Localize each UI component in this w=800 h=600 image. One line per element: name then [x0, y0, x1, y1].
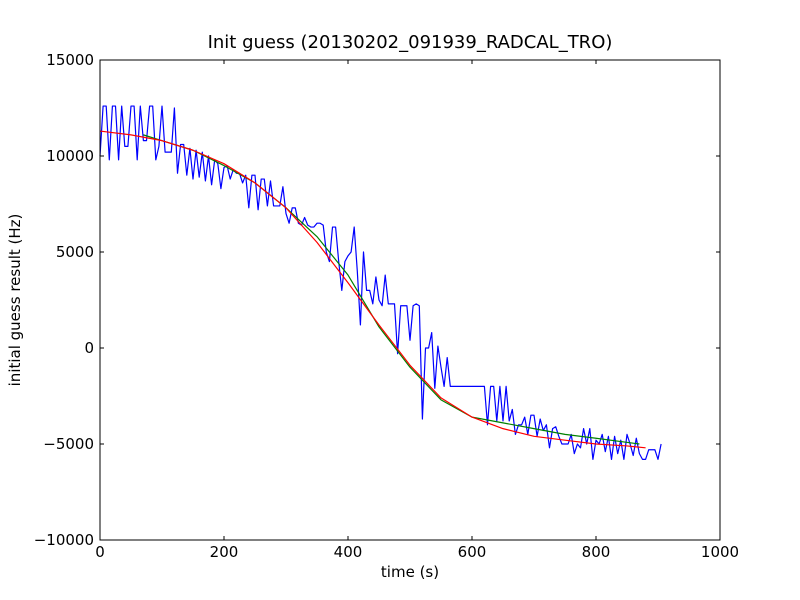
y-tick-label: 15000	[46, 51, 94, 69]
axes-frame	[99, 59, 721, 541]
series-line-1	[99, 105, 662, 460]
y-tick-label: 5000	[56, 243, 94, 261]
y-tick-label: 10000	[46, 147, 94, 165]
series-line-2	[143, 134, 640, 445]
y-tick-label: −10000	[34, 531, 94, 549]
x-tick-label: 800	[582, 543, 611, 561]
x-axis-label: time (s)	[381, 563, 439, 581]
x-tick-label: 600	[458, 543, 487, 561]
x-tick-label: 400	[334, 543, 363, 561]
chart-title: Init guess (20130202_091939_RADCAL_TRO)	[208, 32, 613, 53]
y-axis-label: initial guess result (Hz)	[6, 214, 24, 387]
x-tick-label: 0	[95, 543, 105, 561]
series-line-3	[99, 130, 646, 449]
y-tick-label: −5000	[43, 435, 94, 453]
x-tick-label: 1000	[701, 543, 739, 561]
ticks-layer: 0 200 400 600 800 1000 −10000 −5000 0 5000 10000 15…	[34, 51, 739, 561]
x-tick-label: 200	[210, 543, 239, 561]
series-layer	[99, 105, 662, 460]
y-tick-label: 0	[84, 339, 94, 357]
